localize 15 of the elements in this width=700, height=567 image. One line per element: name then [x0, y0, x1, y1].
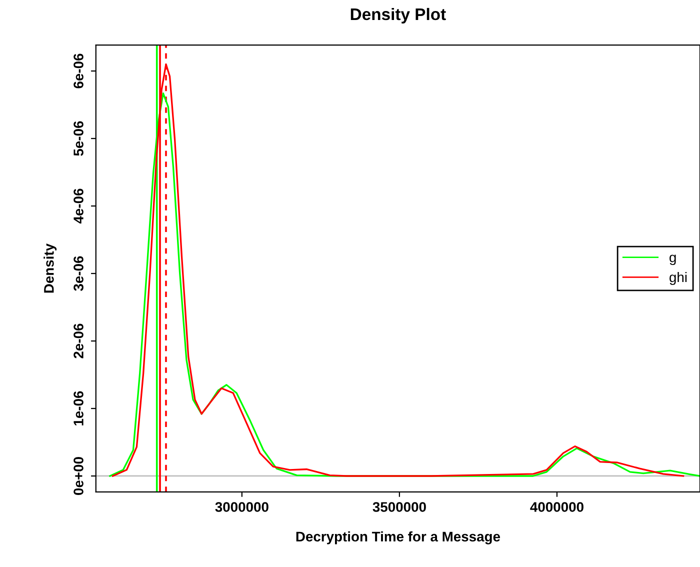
legend-label: ghi [670, 272, 687, 285]
x-tick-label: 3500000 [372, 502, 426, 512]
y-tick-label: 4e-06 [74, 188, 84, 224]
y-tick-label: 1e-06 [74, 391, 84, 426]
y-axis-title: Density [44, 243, 57, 293]
chart-title: Density Plot [350, 8, 446, 24]
y-tick-label: 6e-06 [74, 54, 84, 88]
y-tick-label: 0e+00 [74, 457, 84, 495]
y-tick-label: 5e-06 [74, 121, 84, 156]
x-axis-title: Decryption Time for a Message [296, 531, 500, 544]
x-tick-label: 4000000 [530, 502, 584, 512]
legend-label: g [670, 254, 676, 266]
y-tick-label: 2e-06 [74, 324, 84, 358]
x-tick-label: 3000000 [215, 502, 268, 512]
y-tick-label: 3e-06 [74, 256, 84, 291]
